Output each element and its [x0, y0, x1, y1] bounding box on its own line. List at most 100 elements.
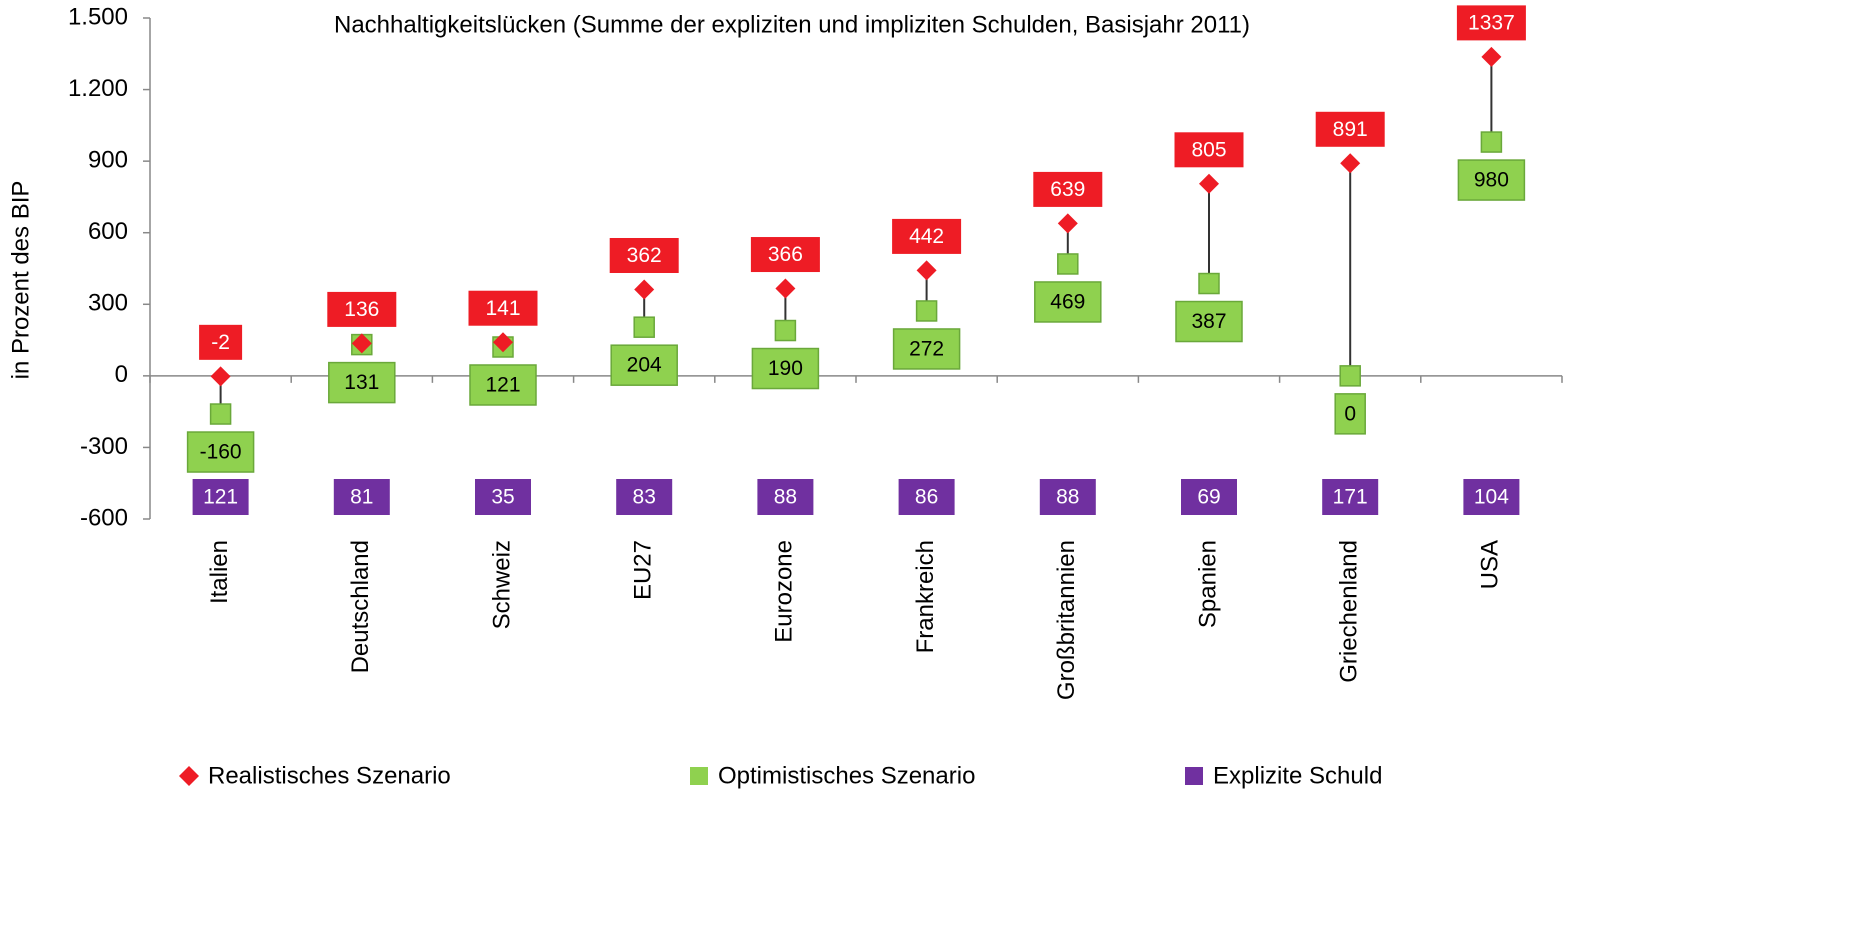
explicit-debt-box — [1322, 479, 1379, 515]
x-tick-label: Schweiz — [488, 540, 515, 629]
realistic-label-box — [327, 291, 397, 327]
legend-label: Optimistisches Szenario — [718, 762, 975, 789]
optimistic-label-box — [328, 361, 396, 404]
realistic-label: 366 — [768, 243, 803, 266]
optimistic-label: 0 — [1344, 402, 1356, 425]
optimistic-label: 980 — [1474, 169, 1509, 192]
explicit-debt-label: 88 — [774, 486, 797, 509]
realistic-marker — [1340, 153, 1361, 174]
explicit-debt-label: 171 — [1333, 486, 1368, 509]
y-tick-label: 600 — [88, 218, 128, 245]
realistic-label-box — [1033, 171, 1103, 207]
optimistic-label-box — [1175, 300, 1243, 343]
optimistic-label: 204 — [627, 354, 662, 377]
realistic-marker — [1199, 173, 1219, 194]
explicit-debt-box — [1463, 479, 1520, 515]
optimistic-label: 121 — [485, 374, 520, 397]
optimistic-label-box — [892, 328, 961, 370]
realistic-label-box — [1315, 111, 1385, 147]
optimistic-marker — [633, 316, 655, 338]
explicit-debt-box — [1039, 479, 1096, 515]
realistic-marker — [775, 278, 796, 299]
realistic-marker — [351, 333, 372, 354]
realistic-label-box — [892, 218, 962, 254]
y-tick-label: 1.200 — [68, 75, 128, 102]
explicit-debt-label: 121 — [203, 486, 238, 509]
optimistic-label: 387 — [1191, 310, 1226, 333]
realistic-marker — [1057, 213, 1078, 234]
y-axis-label: in Prozent des BIP — [7, 181, 34, 380]
y-tick-label: 0 — [115, 361, 128, 388]
explicit-debt-label: 88 — [1056, 486, 1079, 509]
optimistic-marker — [1057, 253, 1079, 275]
x-tick-label: Griechenland — [1336, 540, 1363, 683]
explicit-debt-box — [898, 479, 955, 515]
x-tick-label: EU27 — [630, 540, 657, 600]
realistic-label: 141 — [485, 297, 520, 320]
realistic-label-box — [1174, 132, 1244, 168]
optimistic-label-box — [469, 364, 537, 406]
optimistic-label: 272 — [909, 338, 944, 361]
x-tick-label: Deutschland — [347, 540, 374, 673]
explicit-debt-label: 69 — [1197, 486, 1220, 509]
x-tick-label: Italien — [206, 540, 233, 604]
optimistic-label-box — [751, 347, 820, 390]
explicit-debt-box — [1181, 479, 1237, 515]
optimistic-label-box — [186, 431, 255, 473]
explicit-debt-box — [333, 479, 390, 515]
explicit-debt-box — [757, 479, 814, 515]
realistic-label-box — [1456, 5, 1526, 41]
x-tick-label: Eurozone — [771, 540, 798, 643]
optimistic-label: 131 — [344, 371, 379, 394]
y-tick-label: -300 — [80, 433, 128, 460]
explicit-debt-box — [475, 479, 531, 515]
optimistic-marker — [1480, 131, 1503, 153]
optimistic-label: 190 — [768, 357, 803, 380]
y-tick-label: 300 — [88, 290, 128, 317]
legend-marker — [1185, 767, 1203, 785]
x-tick-label: Großbritannien — [1053, 540, 1080, 700]
explicit-debt-label: 35 — [491, 486, 514, 509]
realistic-marker — [493, 332, 513, 353]
optimistic-label-box — [610, 344, 678, 386]
chart-subtitle: Nachhaltigkeitslücken (Summe der explizi… — [334, 11, 1250, 38]
realistic-marker — [634, 279, 655, 300]
optimistic-label-box — [1334, 393, 1366, 435]
realistic-label: 805 — [1191, 138, 1226, 161]
realistic-label-box — [750, 237, 820, 273]
x-tick-label: Spanien — [1194, 540, 1221, 628]
realistic-label: 1337 — [1468, 11, 1515, 34]
realistic-label: -2 — [211, 331, 230, 354]
legend-label: Realistisches Szenario — [208, 762, 451, 789]
realistic-marker — [210, 366, 231, 387]
realistic-label: 639 — [1050, 178, 1085, 201]
optimistic-marker — [209, 403, 232, 425]
explicit-debt-label: 81 — [350, 486, 373, 509]
optimistic-marker — [915, 300, 938, 322]
legend-label: Explizite Schuld — [1213, 762, 1382, 789]
realistic-label: 891 — [1333, 118, 1368, 141]
optimistic-marker — [774, 319, 797, 342]
legend-marker — [690, 767, 708, 785]
y-tick-label: -600 — [80, 504, 128, 531]
realistic-label-box — [468, 290, 538, 326]
legend-marker — [179, 766, 199, 786]
explicit-debt-label: 104 — [1474, 486, 1509, 509]
realistic-label-box — [199, 324, 243, 360]
optimistic-marker — [1198, 272, 1220, 295]
y-tick-label: 1.500 — [68, 3, 128, 30]
y-tick-label: 900 — [88, 146, 128, 173]
explicit-debt-label: 86 — [915, 486, 938, 509]
optimistic-label-box — [1457, 159, 1526, 201]
realistic-label: 362 — [627, 244, 662, 267]
realistic-label-box — [609, 237, 679, 273]
optimistic-marker — [1339, 365, 1361, 387]
optimistic-label: 469 — [1050, 291, 1085, 314]
realistic-label: 442 — [909, 225, 944, 248]
x-tick-label: USA — [1477, 540, 1504, 589]
realistic-marker — [916, 260, 937, 281]
explicit-debt-box — [616, 479, 673, 515]
explicit-debt-box — [192, 479, 249, 515]
optimistic-label-box — [1034, 281, 1102, 323]
